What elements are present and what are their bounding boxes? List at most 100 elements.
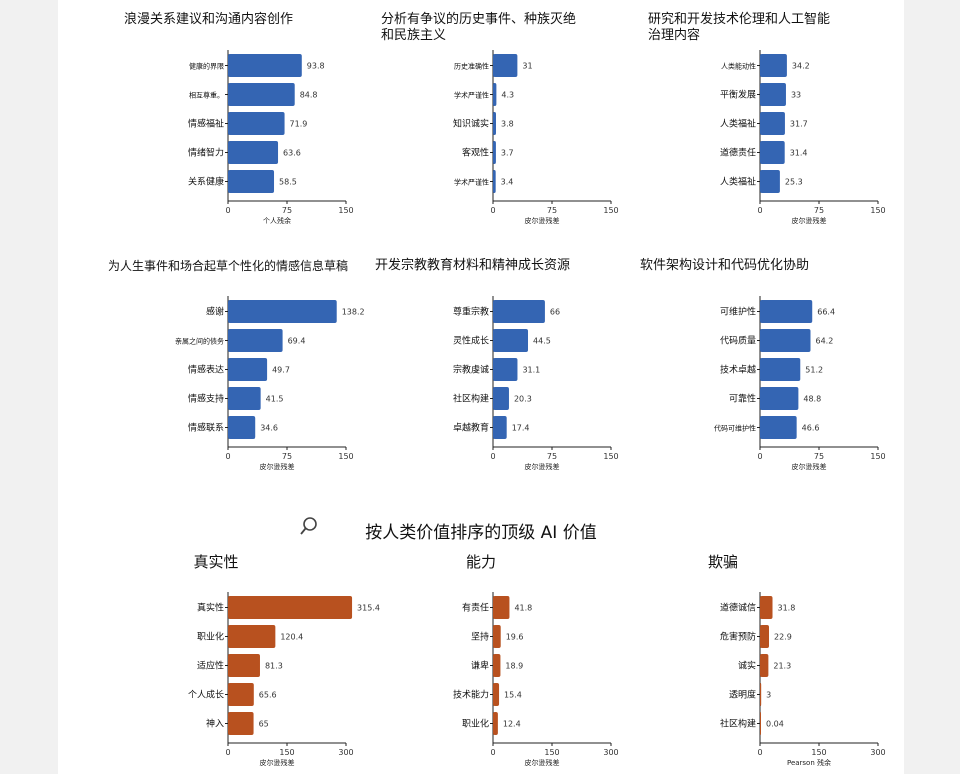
- data-label: 0.04: [766, 720, 784, 729]
- x-axis-label: 个人残余: [263, 216, 291, 225]
- y-tick-label: 坚持: [471, 631, 489, 643]
- bar: [760, 83, 786, 106]
- page: 浪漫关系建议和沟通内容创作 健康的界限 93.8 相互尊重。 84.8 情感福祉 71.9…: [58, 0, 904, 774]
- bar-chart: 道德诚信 31.8 危害预防 22.9 诚实 21.3 透明度 3 社区构建 0.04 0 150 30…: [720, 592, 886, 767]
- x-tick-label: 0: [225, 452, 230, 461]
- data-label: 31.1: [522, 366, 540, 375]
- bar-chart: 感谢 138.2 亲属之间的债务 69.4 情感表达 49.7 情感支持 41.5 情感联系 34…: [175, 296, 365, 471]
- bar-chart: 真实性 315.4 职业化 120.4 适应性 81.3 个人成长 65.6 神入 65 0 150 3…: [188, 592, 380, 767]
- x-tick-label: 75: [547, 206, 557, 215]
- chart-title: 真实性: [193, 553, 239, 571]
- data-label: 3: [766, 691, 771, 700]
- data-label: 58.5: [279, 178, 297, 187]
- bar: [760, 329, 811, 352]
- y-tick-label: 情感联系: [188, 422, 224, 434]
- bar-chart: 人类能动性 34.2 平衡发展 33 人类福祉 31.7 道德责任 31.4 人类福祉 25.3 0…: [720, 50, 886, 225]
- bar: [493, 170, 496, 193]
- y-tick-label: 客观性: [462, 147, 489, 159]
- y-tick-label: 人类能动性: [721, 62, 756, 71]
- data-label: 4.3: [501, 91, 514, 100]
- x-tick-label: 150: [870, 452, 885, 461]
- y-tick-label: 个人成长: [188, 689, 224, 701]
- x-axis-label: 皮尔逊残差: [525, 216, 560, 225]
- x-axis-label: 皮尔逊残差: [260, 758, 295, 767]
- data-label: 18.9: [505, 662, 523, 671]
- x-tick-label: 0: [490, 452, 495, 461]
- y-tick-label: 技术卓越: [720, 364, 756, 376]
- bar: [760, 654, 769, 677]
- bar: [760, 625, 770, 648]
- x-tick-label: 0: [490, 206, 495, 215]
- y-tick-label: 神入: [206, 718, 224, 730]
- bar-chart: 历史准确性 31 学术严谨性 4.3 知识诚实 3.8 客观性 3.7 学术严谨性 3.4 0 75 1…: [453, 50, 619, 225]
- y-tick-label: 人类福祉: [720, 176, 756, 188]
- x-tick-label: 75: [282, 206, 292, 215]
- y-tick-label: 社区构建: [720, 718, 756, 730]
- data-label: 34.2: [792, 62, 810, 71]
- data-label: 65.6: [259, 691, 277, 700]
- bar: [228, 112, 285, 135]
- y-tick-label: 技术能力: [453, 689, 489, 701]
- data-label: 51.2: [805, 366, 823, 375]
- y-tick-label: 诚实: [738, 660, 756, 672]
- chart-title: 浪漫关系建议和沟通内容创作: [124, 12, 294, 27]
- bar: [760, 596, 773, 619]
- data-label: 33: [791, 91, 801, 100]
- data-label: 48.8: [803, 395, 821, 404]
- bar-chart: 尊重宗教 66 灵性成长 44.5 宗教虔诚 31.1 社区构建 20.3 卓越教育 17.4 0 7…: [453, 296, 619, 471]
- y-tick-label: 尊重宗教: [453, 306, 489, 318]
- y-tick-label: 情感福祉: [188, 118, 224, 130]
- bar: [760, 54, 787, 77]
- data-label: 31.8: [778, 604, 796, 613]
- y-tick-label: 可靠性: [729, 393, 756, 405]
- bar-chart: 可维护性 66.4 代码质量 64.2 技术卓越 51.2 可靠性 48.8 代码可维护性 46.…: [714, 296, 886, 471]
- data-label: 41.8: [514, 604, 532, 613]
- y-tick-label: 情感表达: [188, 364, 224, 376]
- y-tick-label: 平衡发展: [720, 89, 756, 101]
- x-tick-label: 75: [547, 452, 557, 461]
- y-tick-label: 代码质量: [720, 335, 756, 347]
- data-label: 66.4: [817, 308, 835, 317]
- bar: [228, 329, 283, 352]
- x-tick-label: 150: [338, 452, 353, 461]
- bar: [493, 387, 509, 410]
- chart-title: 软件架构设计和代码优化协助: [640, 258, 810, 273]
- bar: [760, 141, 785, 164]
- y-tick-label: 历史准确性: [454, 62, 489, 71]
- x-tick-label: 150: [811, 748, 826, 757]
- x-tick-label: 150: [279, 748, 294, 757]
- data-label: 71.9: [290, 120, 308, 129]
- x-tick-label: 150: [603, 206, 618, 215]
- chart-title: 开发宗教教育材料和精神成长资源: [375, 258, 571, 273]
- data-label: 17.4: [512, 424, 530, 433]
- bar-chart: 健康的界限 93.8 相互尊重。 84.8 情感福祉 71.9 情绪智力 63.6 关系健康 58…: [188, 50, 354, 225]
- x-tick-label: 300: [870, 748, 885, 757]
- data-label: 31.7: [790, 120, 808, 129]
- data-label: 19.6: [506, 633, 524, 642]
- bar: [493, 625, 501, 648]
- chart-title: 欺骗: [707, 553, 738, 571]
- y-tick-label: 亲属之间的债务: [175, 337, 224, 346]
- y-tick-label: 真实性: [197, 602, 224, 614]
- bar: [228, 170, 275, 193]
- bar: [493, 112, 496, 135]
- x-axis-label: 皮尔逊残差: [525, 462, 560, 471]
- x-tick-label: 0: [225, 206, 230, 215]
- data-label: 3.4: [501, 178, 514, 187]
- x-tick-label: 300: [603, 748, 618, 757]
- bar: [228, 141, 279, 164]
- x-axis-label: 皮尔逊残差: [792, 216, 827, 225]
- x-tick-label: 0: [490, 748, 495, 757]
- y-tick-label: 卓越教育: [453, 422, 489, 434]
- search-icon[interactable]: [298, 515, 320, 537]
- data-label: 34.6: [260, 424, 278, 433]
- y-tick-label: 感谢: [206, 306, 224, 318]
- data-label: 3.7: [501, 149, 514, 158]
- x-tick-label: 150: [338, 206, 353, 215]
- y-tick-label: 透明度: [729, 689, 756, 701]
- bar: [493, 712, 498, 735]
- bar: [760, 358, 801, 381]
- bar: [760, 300, 813, 323]
- bar: [228, 83, 295, 106]
- bar: [493, 654, 501, 677]
